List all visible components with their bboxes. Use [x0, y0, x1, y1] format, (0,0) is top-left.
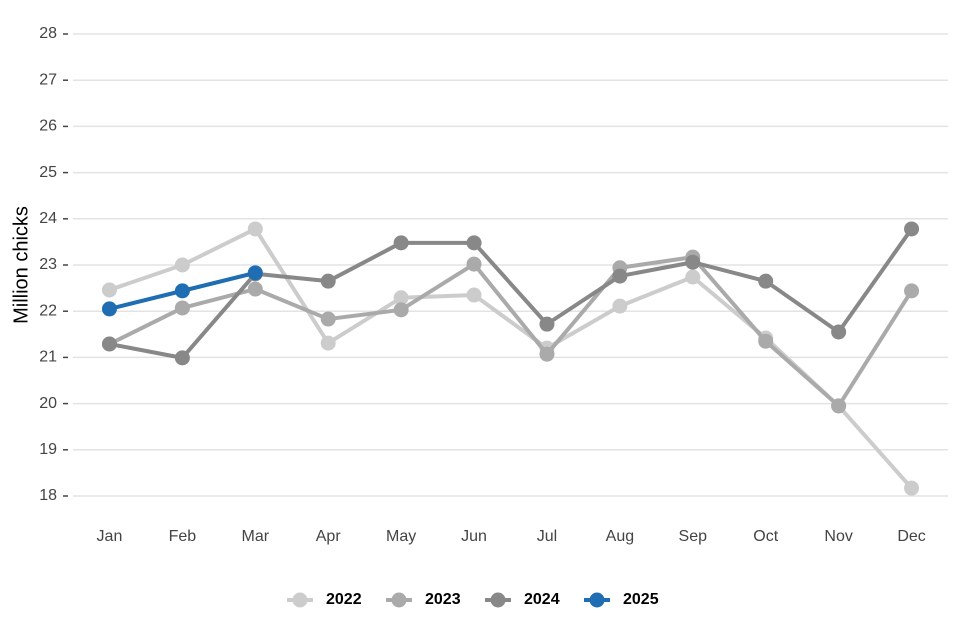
data-point: [320, 311, 336, 327]
x-tick-label: Jan: [97, 528, 123, 545]
legend-key-point: [490, 592, 506, 608]
x-tick-label: Feb: [169, 528, 197, 545]
y-tick-label: 18: [39, 487, 57, 504]
data-point: [320, 335, 336, 351]
data-point: [904, 480, 920, 496]
data-point: [393, 290, 409, 306]
data-point: [758, 333, 774, 349]
data-point: [247, 265, 263, 281]
data-point: [612, 298, 628, 314]
data-point: [831, 398, 847, 414]
series-line: [108, 255, 914, 408]
data-point: [101, 336, 117, 352]
x-tick-label: Apr: [316, 528, 342, 545]
data-point: [174, 257, 190, 273]
data-point: [174, 283, 190, 299]
legend-key-point: [589, 592, 605, 608]
data-point: [393, 302, 409, 318]
x-tick-label: Mar: [242, 528, 270, 545]
x-tick-label: Dec: [897, 528, 925, 545]
legend-label: 2024: [524, 591, 560, 608]
x-tick-label: Aug: [606, 528, 634, 545]
data-point: [174, 300, 190, 316]
x-tick-label: Sep: [679, 528, 708, 545]
y-tick-label: 22: [39, 302, 57, 319]
series-line: [109, 227, 914, 360]
data-point: [904, 221, 920, 237]
y-axis-title: Million chicks: [10, 206, 32, 324]
data-point: [466, 287, 482, 303]
data-point: [247, 221, 263, 237]
data-point: [393, 235, 409, 251]
data-point: [612, 268, 628, 284]
data-point: [101, 301, 117, 317]
y-tick-label: 19: [39, 441, 57, 458]
x-tick-label: Jul: [537, 528, 557, 545]
data-point: [247, 281, 263, 297]
data-point: [320, 273, 336, 289]
legend-key-point: [292, 592, 308, 608]
data-point: [101, 282, 117, 298]
y-tick-label: 25: [39, 164, 57, 181]
data-point: [539, 316, 555, 332]
legend-key-point: [391, 592, 407, 608]
legend-label: 2023: [425, 591, 461, 608]
legend-label: 2022: [326, 591, 362, 608]
y-tick-label: 27: [39, 71, 57, 88]
y-tick-label: 24: [39, 210, 57, 227]
y-tick-label: 26: [39, 118, 57, 135]
data-point: [466, 256, 482, 272]
series-line: [108, 226, 914, 490]
data-point: [758, 273, 774, 289]
data-point: [466, 235, 482, 251]
x-tick-label: May: [386, 528, 416, 545]
y-tick-label: 21: [39, 349, 57, 366]
data-point: [539, 346, 555, 362]
x-tick-label: Nov: [824, 528, 852, 545]
x-tick-label: Jun: [461, 528, 487, 545]
y-tick-label: 20: [39, 395, 57, 412]
data-point: [685, 269, 701, 285]
data-point: [685, 254, 701, 270]
data-point: [174, 350, 190, 366]
y-tick-label: 28: [39, 25, 57, 42]
x-tick-label: Oct: [753, 528, 778, 545]
data-point: [831, 324, 847, 340]
data-point: [904, 283, 920, 299]
y-tick-label: 23: [39, 256, 57, 273]
legend-label: 2025: [623, 591, 659, 608]
